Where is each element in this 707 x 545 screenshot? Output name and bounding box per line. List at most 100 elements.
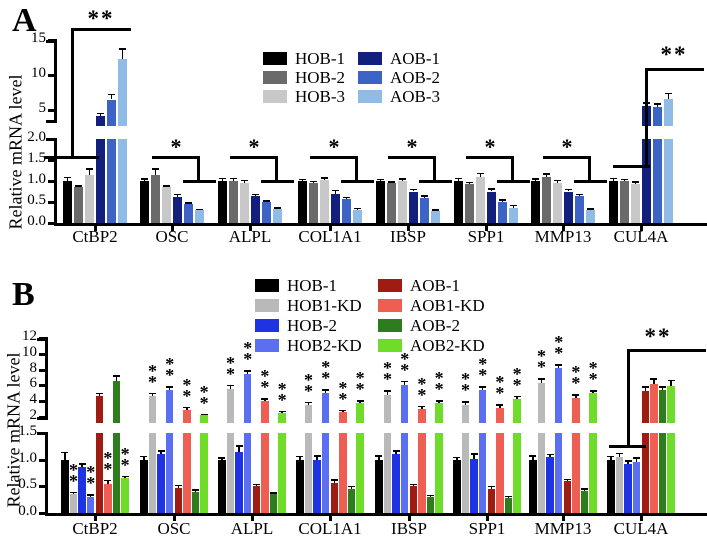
x-axis-line <box>45 513 707 516</box>
error-bar-cap <box>354 207 361 210</box>
bar-AOB-1 <box>174 487 183 513</box>
significance-stars: * * <box>182 374 192 406</box>
error-bar-cap <box>610 177 617 180</box>
error-bar-cap <box>388 181 395 183</box>
bar-AOB-1 <box>487 191 496 223</box>
bar-AOB2-KD-upper <box>356 402 364 423</box>
legend-swatch-HOB1-KD <box>255 299 279 312</box>
error-bar <box>545 173 548 177</box>
error-bar-cap <box>149 392 156 394</box>
bar-HOB1-KD-lower <box>537 433 546 513</box>
error-bar-cap <box>339 409 347 412</box>
error-bar-cap <box>621 178 628 181</box>
bar-HOB-1 <box>140 181 149 223</box>
significance-stars: * * <box>304 369 313 401</box>
bar-HOB1-KD-upper <box>461 405 470 423</box>
axis-tick <box>48 109 57 112</box>
error-bar <box>98 392 101 397</box>
bar-HOB-3 <box>398 181 407 223</box>
bar-AOB1-KD-lower <box>496 433 504 513</box>
error-bar <box>154 168 157 175</box>
bar-HOB-1 <box>63 181 72 223</box>
bracket-line <box>645 68 704 71</box>
bar-HOB2-KD <box>632 462 641 513</box>
error-bar <box>160 450 162 455</box>
error-bar-cap <box>274 207 281 209</box>
error-bar-cap <box>278 410 286 413</box>
significance-stars: * * <box>588 358 598 390</box>
x-category-label: ALPL <box>228 227 272 246</box>
error-bar <box>151 392 154 397</box>
error-bar <box>307 401 310 406</box>
bar-HOB-1 <box>531 181 540 223</box>
error-bar-cap <box>313 455 321 457</box>
axis-tick <box>39 352 48 356</box>
bracket-line <box>310 156 358 159</box>
bar-HOB2-KD-lower <box>243 433 252 513</box>
y-tick-label: 10 <box>22 343 37 360</box>
bar-AOB1-KD-lower <box>418 433 426 513</box>
legend-label: HOB1-KD <box>287 296 362 315</box>
error-bar-cap <box>632 181 639 183</box>
error-bar-cap <box>252 483 260 486</box>
error-bar-cap <box>163 185 170 187</box>
error-bar <box>464 401 467 406</box>
error-bar-cap <box>659 386 666 388</box>
x-category-label: SPP1 <box>468 519 506 538</box>
bar-HOB-1 <box>61 459 69 513</box>
bracket-line <box>588 156 591 183</box>
error-bar-cap <box>453 456 461 458</box>
bar-AOB-1 <box>331 193 340 223</box>
error-bar-cap <box>75 185 82 187</box>
bar-AOB1-KD <box>104 483 112 513</box>
bar-AOB-2 <box>575 195 584 223</box>
axis-tick <box>39 458 48 462</box>
legend-label: AOB-2 <box>410 316 461 335</box>
error-bar <box>661 386 664 391</box>
error-bar-cap <box>466 181 473 184</box>
error-bar <box>350 485 353 489</box>
y-tick-label: 5 <box>38 100 47 116</box>
bar-AOB1-KD-lower <box>183 433 191 513</box>
significance-stars: * * <box>165 354 175 386</box>
error-bar-cap <box>121 475 129 478</box>
y-axis-lower-segment <box>45 433 48 513</box>
significance-label: * <box>170 134 182 159</box>
legend-swatch-HOB-1 <box>263 52 287 65</box>
error-bar <box>556 179 559 184</box>
panel-b-letter: B <box>12 276 35 313</box>
bar-HOB2-KD-upper <box>478 390 487 423</box>
bar-HOB2-KD-upper <box>321 393 330 423</box>
error-bar-cap <box>299 178 306 181</box>
error-bar <box>64 451 66 460</box>
error-bar-cap <box>230 177 237 180</box>
y-axis-upper-segment <box>54 40 57 123</box>
significance-stars: * * <box>554 332 564 364</box>
error-bar-cap <box>616 452 623 455</box>
bar-HOB-2 <box>465 183 474 223</box>
bar-HOB2-KD-upper <box>400 385 409 423</box>
error-bar-cap <box>421 195 428 197</box>
bar-AOB1-KD-upper <box>650 383 658 423</box>
error-bar <box>110 93 113 100</box>
error-bar <box>575 394 577 399</box>
error-bar-cap <box>86 168 93 170</box>
error-bar <box>479 172 482 177</box>
bar-HOB-2 <box>309 182 318 223</box>
bracket-line <box>511 156 514 183</box>
bar-AOB1-KD-upper <box>572 398 580 423</box>
y-tick-label: 1.5 <box>18 423 37 440</box>
error-bar-cap <box>200 413 208 416</box>
bar-AOB-3 <box>195 210 204 223</box>
significance-label: * <box>248 134 260 159</box>
error-bar-cap <box>543 173 550 175</box>
bar-AOB-2 <box>426 497 435 513</box>
bar-AOB-3 <box>509 208 518 223</box>
error-bar-cap <box>589 390 597 392</box>
error-bar-cap <box>78 463 86 465</box>
bar-HOB-1 <box>376 181 385 223</box>
error-bar-cap <box>263 200 270 202</box>
bar-AOB-3-upper <box>664 98 673 126</box>
x-category-label: COL1A1 <box>298 519 362 538</box>
